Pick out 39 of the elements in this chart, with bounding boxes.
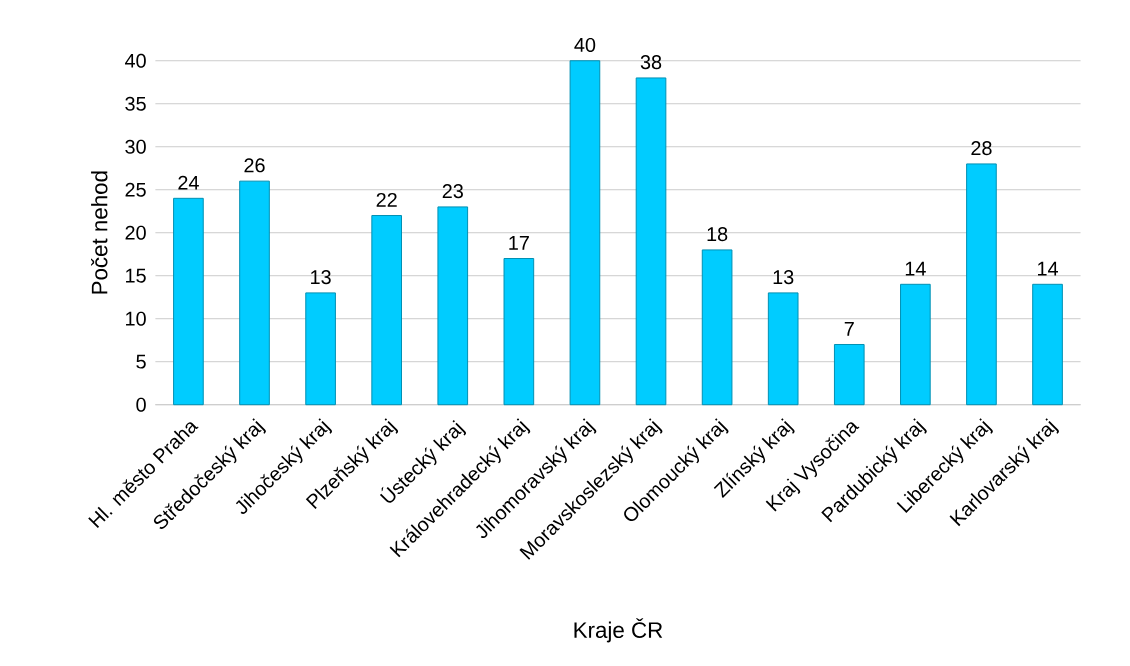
bar [966,163,997,406]
bar [437,206,469,406]
bar [635,77,667,406]
y-tick-label: 0 [136,397,146,412]
bar [701,249,733,406]
bar [305,292,336,406]
bar [503,258,535,406]
data-label: 22 [376,192,397,207]
data-label: 38 [640,55,662,70]
data-label: 7 [844,322,854,336]
y-tick-label: 10 [126,311,146,326]
data-label: 23 [442,184,463,199]
bar [833,344,865,406]
bar [767,292,799,406]
data-label: 17 [509,236,529,250]
data-label: 14 [905,261,926,276]
bar [900,283,931,406]
bar [173,197,204,406]
y-tick-label: 35 [125,96,146,111]
x-axis-title: Kraje ČR [574,618,663,643]
y-tick-label: 25 [125,182,146,197]
data-label: 26 [244,158,265,173]
data-label: 18 [707,227,728,242]
data-label: 14 [1038,261,1058,276]
bar [239,180,270,406]
data-label: 24 [178,175,199,190]
data-label: 28 [971,141,992,156]
y-tick-label: 5 [136,354,146,369]
y-tick-label: 15 [126,268,146,283]
bar [569,60,601,406]
y-tick-label: 20 [125,225,146,240]
y-tick-label: 30 [125,139,146,154]
data-label: 13 [773,270,794,285]
data-label: 40 [574,37,596,52]
data-label: 13 [311,270,331,285]
y-tick-label: 40 [124,53,146,68]
bar [1032,283,1063,406]
y-axis-title: Počet nehod [90,171,108,294]
bar [371,215,403,406]
